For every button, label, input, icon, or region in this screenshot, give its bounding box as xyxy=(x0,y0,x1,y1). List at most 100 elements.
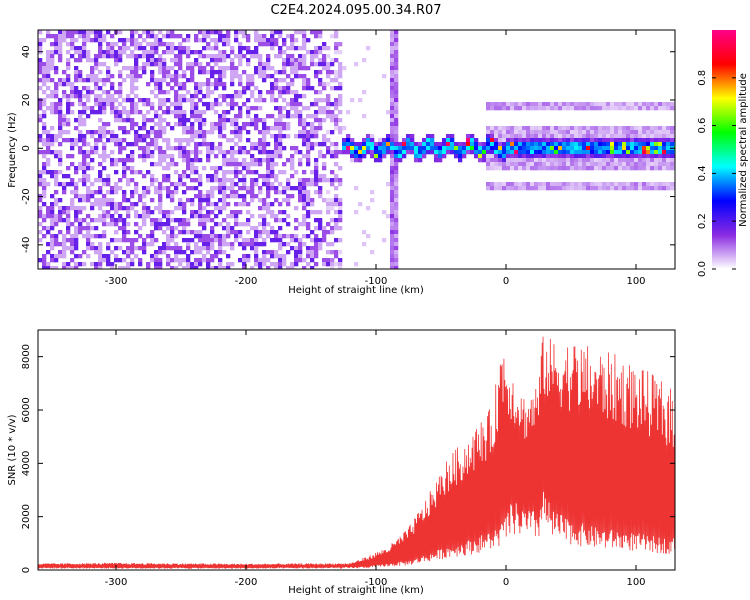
spectrogram-cell xyxy=(202,30,207,35)
spectrogram-cell xyxy=(414,146,419,151)
spectrogram-cell xyxy=(50,214,55,219)
spectrogram-cell xyxy=(42,218,47,223)
spectrogram-cell xyxy=(286,58,291,63)
spectrogram-cell xyxy=(306,106,311,111)
spectrogram-cell xyxy=(394,250,399,255)
spectrogram-cell xyxy=(622,150,627,155)
spectrogram-cell xyxy=(102,222,107,227)
spectrogram-cell xyxy=(242,122,247,127)
spectrogram-cell xyxy=(318,110,323,115)
spectrogram-cell xyxy=(606,150,611,155)
spectrogram-cell xyxy=(166,122,171,127)
spectrogram-cell xyxy=(186,230,191,235)
spectrogram-cell xyxy=(286,194,291,199)
spectrogram-cell xyxy=(430,142,435,147)
spectrogram-cell xyxy=(298,194,303,199)
spectrogram-cell xyxy=(94,58,99,63)
spectrogram-cell xyxy=(610,186,615,191)
spectrogram-cell xyxy=(342,66,347,71)
spectrogram-cell xyxy=(570,158,575,163)
spectrogram-cell xyxy=(194,246,199,251)
spectrogram-cell xyxy=(278,218,283,223)
spectrogram-cell xyxy=(274,250,279,255)
spectrogram-cell xyxy=(618,142,623,147)
spectrogram-cell xyxy=(518,134,523,139)
spectrogram-cell xyxy=(486,154,491,159)
spectrogram-cell xyxy=(250,90,255,95)
spectrogram-cell xyxy=(258,234,263,239)
snr-y-tick-label: 6000 xyxy=(21,397,32,422)
spectrogram-cell xyxy=(646,130,651,135)
spectrogram-cell xyxy=(138,34,143,39)
spectrogram-cell xyxy=(262,126,267,131)
spectrogram-cell xyxy=(330,250,335,255)
spectrogram-cell xyxy=(362,146,367,151)
spectrogram-cell xyxy=(178,34,183,39)
spectrogram-cell xyxy=(222,150,227,155)
spectrogram-cell xyxy=(106,54,111,59)
spectrogram-cell xyxy=(234,90,239,95)
spectrogram-cell xyxy=(86,94,91,99)
spectrogram-cell xyxy=(122,98,127,103)
spectrogram-cell xyxy=(310,246,315,251)
spectrogram-cell xyxy=(182,98,187,103)
spectrogram-cell xyxy=(218,78,223,83)
spectrogram-cell xyxy=(530,182,535,187)
spectrogram-cell xyxy=(422,154,427,159)
spectrogram-cell xyxy=(274,150,279,155)
spectrogram-cell xyxy=(74,186,79,191)
spectrogram-cell xyxy=(654,146,659,151)
spectrogram-cell xyxy=(214,42,219,47)
spectrogram-cell xyxy=(206,150,211,155)
spectrogram-cell xyxy=(50,226,55,231)
spectrogram-cell xyxy=(142,46,147,51)
spectrogram-cell xyxy=(390,230,395,235)
spectrogram-cell xyxy=(282,98,287,103)
spectrogram-cell xyxy=(442,146,447,151)
spectrogram-cell xyxy=(210,58,215,63)
spectrogram-cell xyxy=(214,86,219,91)
spectrogram-cell xyxy=(150,102,155,107)
spectrogram-cell xyxy=(602,106,607,111)
spectrogram-cell xyxy=(38,30,43,35)
spectrogram-cell xyxy=(494,126,499,131)
spectrogram-cell xyxy=(486,166,491,171)
spectrogram-cell xyxy=(670,130,675,135)
spectrogram-cell xyxy=(654,154,659,159)
spectrogram-cell xyxy=(170,162,175,167)
spectrogram-cell xyxy=(74,38,79,43)
spectrogram-cell xyxy=(314,250,319,255)
spectrogram-cell xyxy=(62,242,67,247)
spectrogram-cell xyxy=(518,126,523,131)
spectrogram-cell xyxy=(98,98,103,103)
spectrogram-cell xyxy=(230,190,235,195)
spectrogram-cell xyxy=(218,102,223,107)
spectrogram-cell xyxy=(186,222,191,227)
spectrogram-cell xyxy=(618,150,623,155)
spectrogram-cell xyxy=(190,238,195,243)
spectrogram-cell xyxy=(38,198,43,203)
spectrogram-cell xyxy=(262,262,267,267)
spectrogram-cell xyxy=(318,62,323,67)
spectrogram-cell xyxy=(102,202,107,207)
spectrogram-cell xyxy=(534,146,539,151)
spectrogram-cell xyxy=(494,146,499,151)
spectrogram-cell xyxy=(322,142,327,147)
spectrogram-cell xyxy=(246,162,251,167)
spectrogram-cell xyxy=(70,46,75,51)
spectrogram-cell xyxy=(210,126,215,131)
spectrogram-cell xyxy=(294,110,299,115)
spectrogram-cell xyxy=(558,130,563,135)
spectrogram-cell xyxy=(234,38,239,43)
spectrogram-cell xyxy=(230,246,235,251)
spectrogram-cell xyxy=(70,266,75,269)
spectrogram-cell xyxy=(238,30,243,35)
spectrogram-cell xyxy=(102,62,107,67)
spectrogram-cell xyxy=(82,162,87,167)
spectrogram-cell xyxy=(238,114,243,119)
spectrogram-cell xyxy=(166,186,171,191)
spectrogram-cell xyxy=(158,114,163,119)
spectrogram-cell xyxy=(354,150,359,155)
spectrogram-cell xyxy=(170,226,175,231)
spectrogram-cell xyxy=(158,202,163,207)
